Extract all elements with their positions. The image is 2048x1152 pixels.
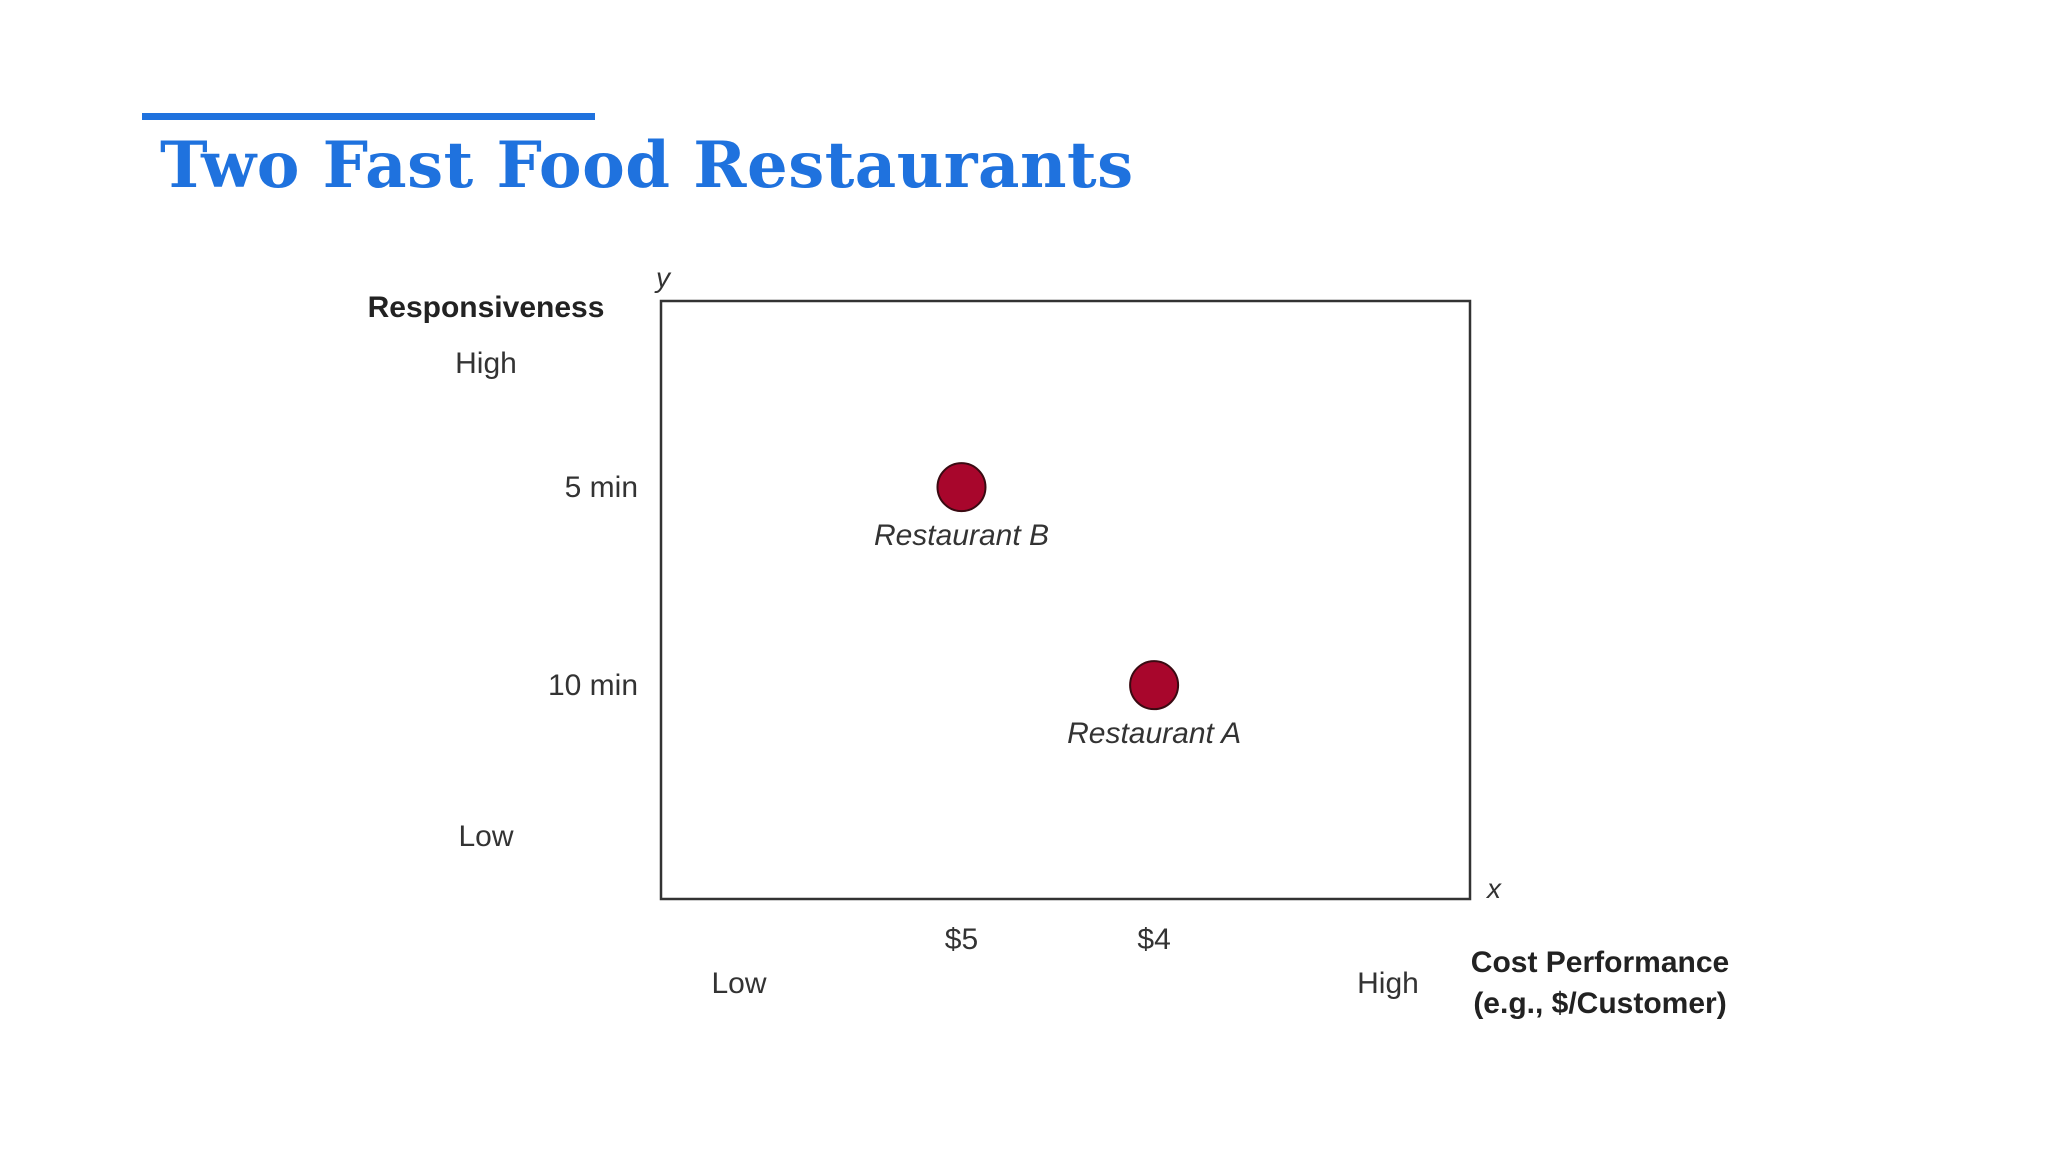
- y-tick-labels: 5 min 10 min: [548, 471, 638, 702]
- x-axis-title-line-2: (e.g., $/Customer): [1473, 987, 1726, 1020]
- x-tick-label: $5: [945, 923, 978, 956]
- x-axis-low-label: Low: [711, 967, 766, 1000]
- x-axis-symbol: x: [1485, 873, 1502, 904]
- y-axis-title: Responsiveness: [368, 291, 605, 324]
- y-axis-low-label: Low: [458, 820, 513, 853]
- y-tick-label: 5 min: [565, 471, 638, 504]
- plot-frame: [659, 299, 1472, 901]
- x-axis-high-label: High: [1357, 967, 1419, 1000]
- x-tick-labels: $5 $4: [945, 923, 1171, 956]
- y-axis-high-label: High: [455, 347, 517, 380]
- title-accent-bar: [142, 113, 595, 120]
- x-axis-title-line-1: Cost Performance: [1471, 946, 1729, 979]
- data-point-marker: [936, 462, 987, 513]
- data-point-label: Restaurant B: [874, 519, 1049, 552]
- slide-title: Two Fast Food Restaurants: [160, 128, 1134, 203]
- data-point-label: Restaurant A: [1067, 717, 1241, 750]
- x-tick-label: $4: [1137, 923, 1170, 956]
- data-point-marker: [1129, 660, 1180, 711]
- data-points: Restaurant B Restaurant A: [874, 462, 1241, 750]
- y-tick-label: 10 min: [548, 669, 638, 702]
- y-axis-symbol: y: [654, 262, 672, 293]
